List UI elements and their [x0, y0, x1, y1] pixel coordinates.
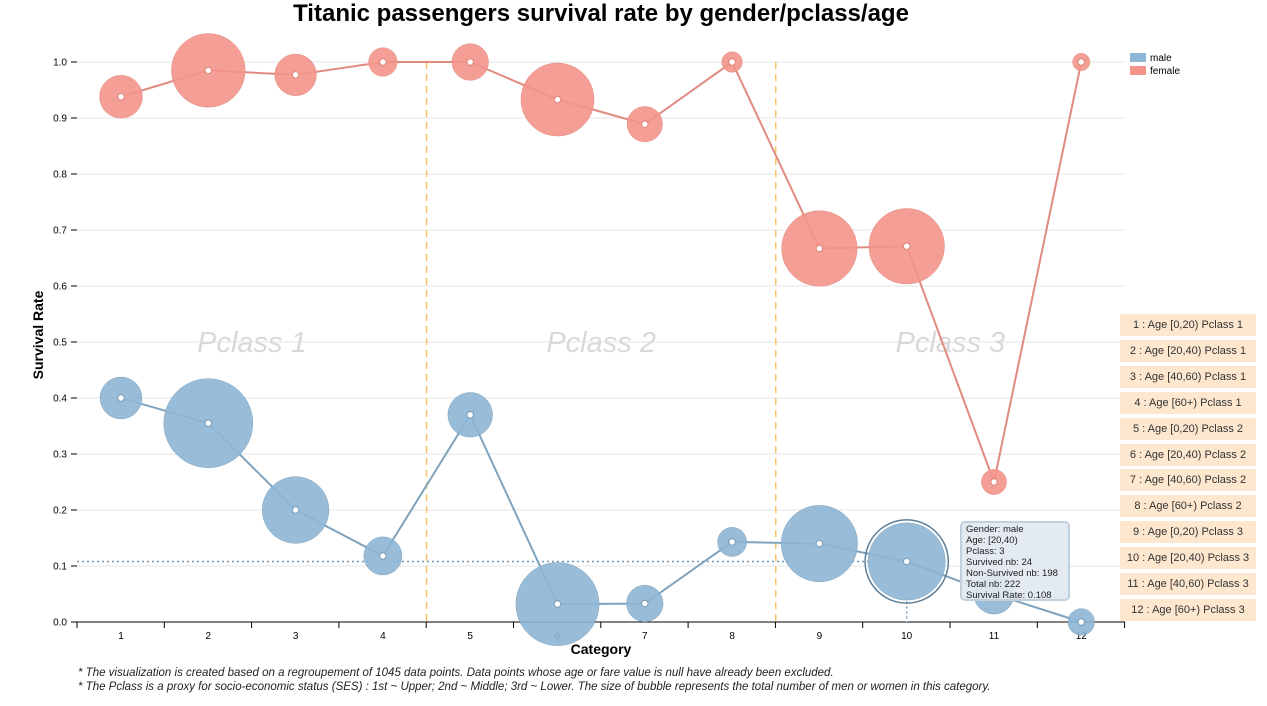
point-female-7: [640, 120, 649, 129]
y-tick-label: 0.1: [53, 562, 67, 573]
x-tick-label: 8: [729, 631, 735, 642]
pclass-regions: Pclass 1 Pclass 2 Pclass 3: [197, 62, 1005, 622]
point-female-5: [466, 58, 475, 66]
point-male-9: [815, 539, 824, 548]
point-male-12: [1077, 618, 1086, 626]
point-female-6: [553, 95, 562, 104]
y-tick-label: 0.0: [53, 618, 67, 629]
tooltip-rate: Survival Rate: 0.108: [966, 590, 1052, 601]
point-female-1: [117, 92, 125, 101]
category-item-1[interactable]: 1 : Age [0,20) Pclass 1: [1120, 314, 1256, 336]
y-tick-label: 0.9: [53, 114, 67, 125]
category-item-11[interactable]: 11 : Age [40,60) Pclass 3: [1120, 573, 1256, 595]
point-female-12: [1077, 58, 1086, 66]
axes: 0.00.10.20.30.40.50.60.70.80.91.01234567…: [53, 58, 1126, 642]
category-item-12[interactable]: 12 : Age [60+) Pclass 3: [1120, 598, 1256, 621]
category-item-7[interactable]: 7 : Age [40,60) Pclass 2: [1120, 469, 1256, 492]
x-tick-label: 3: [293, 631, 299, 642]
point-female-8: [728, 58, 736, 66]
y-tick-label: 1.0: [53, 58, 67, 69]
series-line-female: [120, 60, 1083, 486]
x-tick-label: 1: [118, 631, 124, 642]
point-female-2: [204, 66, 213, 75]
region-label-pclass-1: Pclass 1: [197, 327, 307, 359]
y-tick-label: 0.6: [53, 282, 67, 293]
bubble-highlight-ring: [864, 519, 950, 604]
point-male-10: [902, 557, 911, 566]
footnotes: * The visualization is created based on …: [78, 666, 1078, 694]
footnote-1: * The visualization is created based on …: [78, 667, 834, 679]
category-item-9[interactable]: 9 : Age [0,20) Pclass 3: [1120, 521, 1256, 544]
category-item-4[interactable]: 4 : Age [60+) Pclass 1: [1120, 391, 1256, 414]
category-item-2[interactable]: 2 : Age [20,40) Pclass 1: [1120, 339, 1256, 362]
tooltip-gender: Gender: male: [966, 524, 1024, 535]
point-male-3: [291, 506, 300, 514]
x-tick-label: 4: [380, 631, 386, 642]
tooltip-non-survived: Non-Survived nb: 198: [966, 568, 1058, 579]
x-tick-label: 12: [1076, 631, 1088, 642]
x-tick-label: 5: [467, 631, 473, 642]
gridlines: [77, 61, 1125, 623]
y-tick-label: 0.8: [53, 170, 67, 181]
x-tick-label: 11: [989, 631, 1000, 642]
category-item-6[interactable]: 6 : Age [20,40) Pclass 2: [1120, 443, 1256, 466]
point-female-9: [815, 244, 824, 253]
category-item-3[interactable]: 3 : Age [40,60) Pclass 1: [1120, 365, 1256, 388]
data-tooltip: Gender: male Age: [20,40) Pclass: 3 Surv…: [960, 521, 1070, 601]
point-female-3: [291, 70, 300, 79]
x-axis-title: Category: [571, 641, 632, 657]
chart-title: Titanic passengers survival rate by gend…: [293, 0, 909, 27]
y-axis-title: Survival Rate: [30, 290, 46, 379]
point-male-4: [379, 552, 387, 560]
x-tick-label: 7: [642, 631, 648, 642]
tooltip-pclass: Pclass: 3: [966, 546, 1005, 557]
x-tick-label: 9: [817, 631, 823, 642]
point-female-10: [902, 242, 911, 251]
x-tick-label: 10: [901, 631, 913, 642]
y-tick-label: 0.5: [53, 338, 67, 349]
point-male-2: [204, 419, 213, 428]
point-male-5: [466, 410, 475, 419]
bubbles: [99, 33, 1095, 646]
category-item-8[interactable]: 8 : Age [60+) Pclass 2: [1120, 495, 1256, 518]
highlight-guides: [77, 560, 908, 622]
category-item-10[interactable]: 10 : Age [20,40) Pclass 3: [1120, 547, 1256, 570]
point-female-4: [379, 58, 387, 66]
x-tick-label: 2: [206, 631, 212, 642]
point-male-8: [728, 538, 736, 546]
point-male-6: [553, 600, 562, 608]
legend-label-male: male: [1150, 53, 1172, 64]
y-tick-label: 0.3: [53, 450, 67, 461]
point-female-11: [990, 478, 998, 486]
region-label-pclass-3: Pclass 3: [896, 327, 1006, 359]
tooltip-survived: Survived nb: 24: [966, 557, 1033, 568]
legend-swatch-male: [1130, 53, 1146, 62]
tooltip-age: Age: [20,40): [966, 535, 1018, 546]
y-tick-label: 0.4: [53, 394, 67, 405]
y-tick-label: 0.7: [53, 226, 67, 237]
point-male-7: [640, 599, 649, 608]
legend-label-female: female: [1150, 66, 1180, 77]
point-male-1: [117, 394, 125, 402]
y-tick-label: 0.2: [53, 506, 67, 517]
category-item-5[interactable]: 5 : Age [0,20) Pclass 2: [1120, 417, 1256, 440]
footnote-2: * The Pclass is a proxy for socio-econom…: [78, 681, 991, 693]
legend-swatch-female: [1130, 66, 1146, 75]
region-label-pclass-2: Pclass 2: [546, 327, 656, 359]
tooltip-total: Total nb: 222: [966, 579, 1021, 590]
legend: male female: [1130, 53, 1180, 77]
